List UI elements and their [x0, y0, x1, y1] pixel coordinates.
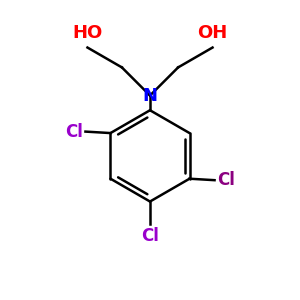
- Text: OH: OH: [197, 24, 228, 42]
- Text: HO: HO: [72, 24, 103, 42]
- Text: Cl: Cl: [217, 171, 235, 189]
- Text: Cl: Cl: [65, 123, 83, 141]
- Text: N: N: [142, 86, 158, 104]
- Text: Cl: Cl: [141, 227, 159, 245]
